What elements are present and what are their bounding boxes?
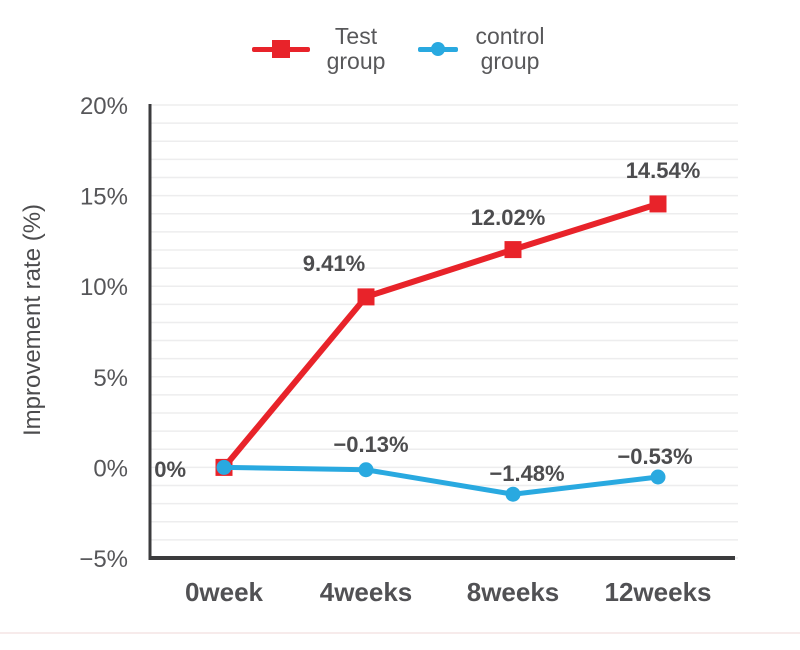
data-point-label: 9.41% — [303, 251, 365, 276]
x-tick-label: 12weeks — [605, 577, 712, 607]
data-point-label: 12.02% — [471, 205, 546, 230]
x-tick-label: 8weeks — [467, 577, 560, 607]
y-tick-label: 20% — [80, 93, 128, 120]
x-tick-label: 0week — [185, 577, 264, 607]
test-group-point-marker — [649, 195, 667, 213]
legend-item-control-group: control group — [418, 24, 552, 74]
test-group-line-square-icon — [252, 39, 310, 59]
data-point-label: 0% — [154, 457, 186, 482]
bottom-divider — [0, 632, 800, 634]
square-marker-icon — [272, 40, 290, 58]
y-tick-label: 5% — [93, 365, 128, 392]
y-axis-title: Improvement rate (%) — [19, 204, 46, 436]
legend: Test group control group — [252, 24, 552, 74]
y-tick-label: 15% — [80, 184, 128, 211]
test-group-point-marker — [357, 288, 375, 306]
data-point-label: −0.53% — [617, 444, 692, 469]
legend-item-test-group: Test group — [252, 24, 392, 74]
test-group-point-marker — [504, 241, 522, 259]
data-point-label: −0.13% — [333, 432, 408, 457]
control-group-line — [221, 464, 661, 497]
circle-marker-icon — [431, 42, 445, 56]
control-group-point-marker — [650, 469, 666, 485]
y-tick-label: 0% — [93, 455, 128, 482]
test-group-line — [221, 200, 661, 471]
legend-label-test-group: Test group — [326, 23, 386, 74]
y-tick-label: 10% — [80, 274, 128, 301]
control-group-point-marker — [216, 459, 232, 475]
data-point-label: 14.54% — [626, 158, 701, 183]
control-group-point-marker — [505, 486, 521, 502]
control-group-point-marker — [358, 462, 374, 478]
x-tick-label: 4weeks — [320, 577, 413, 607]
y-tick-label: −5% — [79, 546, 128, 573]
control-group-line-dot-icon — [418, 39, 458, 59]
data-point-label: −1.48% — [489, 461, 564, 486]
legend-label-control-group: control group — [475, 23, 545, 74]
